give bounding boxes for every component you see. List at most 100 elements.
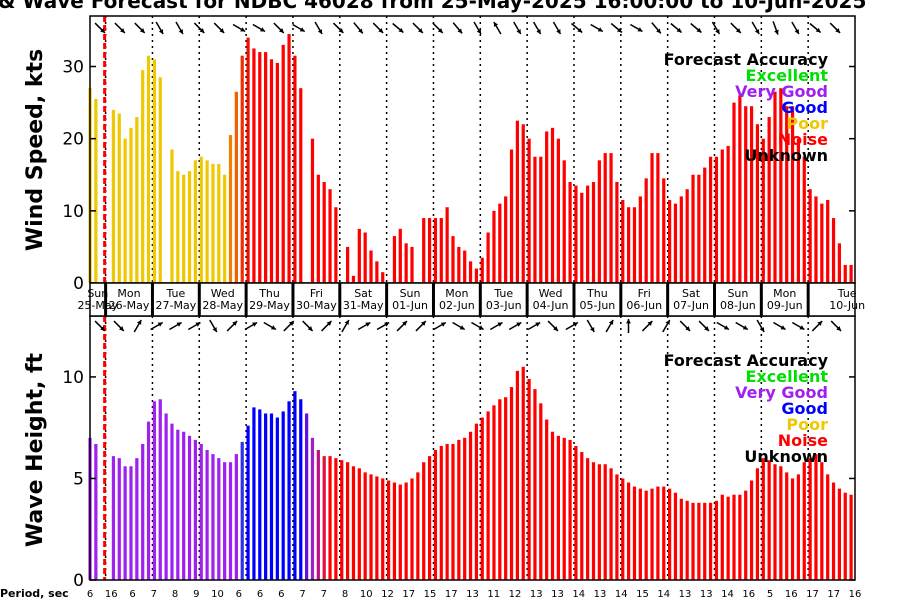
period-value-15: 17 [402, 589, 415, 600]
bar-53 [398, 228, 402, 283]
bar-73 [515, 370, 519, 580]
period-value-2: 6 [129, 589, 135, 600]
bar-31 [269, 413, 274, 580]
legend-title: Forecast Accuracy [664, 50, 829, 69]
bar-128 [837, 488, 841, 580]
direction-arrow-8 [252, 23, 266, 33]
direction-arrow-35 [756, 319, 765, 333]
day-label-1: Mon [117, 287, 140, 300]
date-label-8: 02-Jun [439, 299, 475, 312]
bar-7 [129, 127, 133, 283]
direction-arrow-19 [473, 21, 482, 35]
bar-35 [293, 391, 297, 580]
bar-31 [269, 59, 274, 283]
period-value-32: 5 [767, 589, 773, 600]
bar-100 [673, 492, 678, 580]
period-value-31: 16 [742, 589, 755, 600]
direction-arrow-3 [155, 21, 164, 35]
direction-arrow-18 [452, 22, 463, 34]
bar-51 [386, 480, 391, 580]
bar-70 [498, 399, 502, 580]
direction-arrow-37 [791, 321, 805, 331]
bar-111 [738, 95, 742, 283]
bar-99 [667, 200, 672, 283]
bar-80 [556, 435, 560, 580]
period-value-1: 16 [105, 589, 118, 600]
bar-69 [492, 405, 496, 580]
period-axis: Period, sec 6 16 6 7 8 9 10 6 6 6 7 7 8 10 12 17 15 17 13 1… [0, 587, 861, 600]
bar-63 [457, 246, 461, 283]
bar-62 [451, 443, 455, 580]
bar-123 [808, 189, 812, 283]
bar-10 [146, 421, 151, 580]
bar-114 [755, 468, 760, 580]
bar-113 [749, 106, 754, 284]
period-value-19: 11 [487, 589, 500, 600]
date-label-6: 31-May [343, 299, 384, 312]
date-label-12: 06-Jun [626, 299, 662, 312]
wave-height-panel: 0 5 10 [62, 315, 856, 591]
direction-arrow-2 [133, 319, 142, 333]
bar-41 [328, 189, 332, 283]
bar-73 [515, 120, 519, 283]
bar-8 [135, 458, 139, 580]
period-value-23: 14 [572, 589, 585, 600]
bar-117 [773, 464, 777, 580]
direction-arrow-30 [662, 319, 671, 333]
direction-arrow-12 [321, 320, 332, 332]
period-value-11: 7 [321, 589, 327, 600]
direction-arrow-34 [772, 21, 779, 35]
bar-33 [281, 44, 285, 283]
direction-arrow-27 [630, 23, 643, 33]
direction-arrow-5 [187, 321, 201, 331]
bar-28 [252, 407, 256, 580]
bar-110 [732, 102, 736, 283]
period-value-4: 8 [172, 589, 178, 600]
direction-arrow-7 [232, 23, 246, 33]
bar-97 [656, 486, 660, 580]
bar-39 [316, 450, 320, 580]
direction-arrow-10 [283, 320, 295, 332]
direction-arrow-14 [372, 22, 384, 34]
legend-item-4: Noise [778, 431, 828, 450]
bar-58 [427, 218, 432, 283]
bar-65 [468, 431, 473, 580]
bar-24 [228, 135, 233, 283]
bar-66 [474, 423, 479, 580]
bar-21 [211, 163, 215, 283]
bar-58 [427, 456, 432, 580]
period-value-0: 6 [87, 589, 93, 600]
bar-76 [533, 389, 537, 580]
bar-72 [509, 149, 514, 283]
period-value-9: 6 [278, 589, 284, 600]
direction-arrow-6 [209, 319, 218, 333]
bar-86 [591, 181, 596, 283]
bar-76 [533, 156, 537, 283]
direction-arrow-11 [302, 320, 314, 332]
bar-21 [211, 454, 215, 580]
bar-1 [94, 98, 98, 284]
period-value-24: 13 [594, 589, 607, 600]
bar-22 [217, 163, 221, 283]
bar-40 [322, 181, 326, 283]
direction-arrow-13 [341, 319, 350, 333]
day-label-14: Sun [727, 287, 748, 300]
date-label-11: 05-Jun [580, 299, 616, 312]
direction-arrow-32 [730, 22, 742, 34]
day-label-12: Fri [638, 287, 651, 300]
bar-128 [837, 243, 841, 283]
bar-96 [650, 153, 654, 283]
period-value-6: 10 [211, 589, 224, 600]
day-label-13: Sat [682, 287, 701, 300]
bar-42 [334, 458, 338, 580]
bar-89 [609, 468, 613, 580]
bar-87 [597, 160, 601, 283]
bar-14 [170, 423, 174, 580]
bar-90 [615, 181, 619, 283]
bar-56 [416, 472, 420, 580]
bar-10 [146, 55, 151, 283]
direction-arrow-31 [711, 21, 721, 35]
bar-98 [662, 486, 666, 580]
bar-39 [316, 174, 320, 283]
bar-82 [568, 439, 572, 580]
